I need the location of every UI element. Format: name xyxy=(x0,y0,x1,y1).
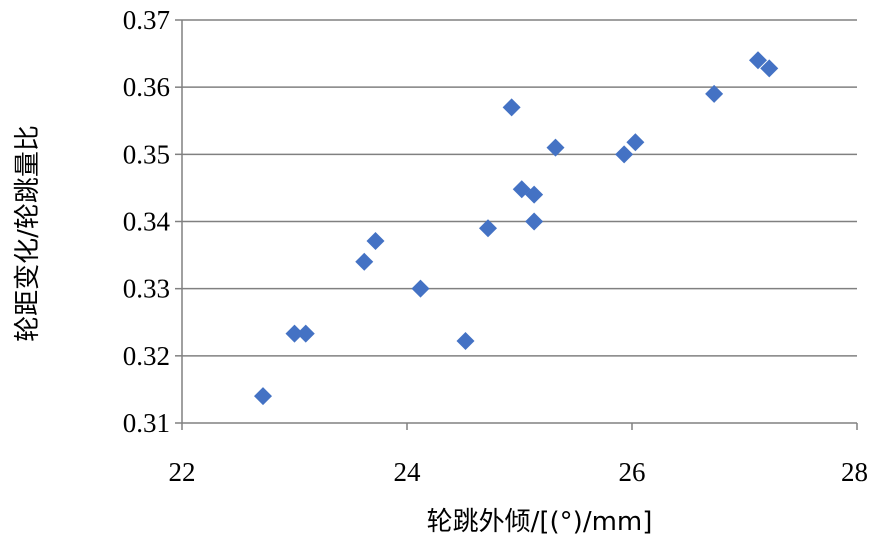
y-tick-label: 0.34 xyxy=(123,207,171,237)
y-tick-label: 0.36 xyxy=(123,72,170,102)
y-tick-label: 0.33 xyxy=(123,274,170,304)
data-point xyxy=(760,59,779,78)
data-point xyxy=(366,231,385,250)
y-tick-label: 0.32 xyxy=(123,341,170,371)
data-point xyxy=(749,51,767,70)
data-point xyxy=(615,145,634,164)
x-tick-label: 26 xyxy=(619,457,646,487)
axes xyxy=(175,19,858,430)
x-tick-label: 28 xyxy=(841,457,868,487)
data-points xyxy=(254,51,779,406)
data-point xyxy=(254,387,272,406)
data-point xyxy=(626,133,645,152)
data-point xyxy=(705,84,724,103)
data-point xyxy=(479,219,497,238)
y-tick-label: 0.35 xyxy=(123,139,170,169)
data-point xyxy=(296,324,315,343)
data-point xyxy=(525,185,544,204)
data-point xyxy=(502,98,521,117)
data-point xyxy=(285,324,304,343)
x-axis-title: 轮跳外倾/[(°)/mm] xyxy=(427,507,653,537)
data-point xyxy=(355,252,374,271)
y-tick-label: 0.31 xyxy=(123,408,170,438)
tick-labels: 0.31 0.32 0.33 0.34 0.35 0.36 0.37 22 24 26 28 xyxy=(123,5,868,487)
x-tick-label: 22 xyxy=(169,457,196,487)
data-point xyxy=(411,279,430,298)
x-tick-label: 24 xyxy=(394,457,422,487)
y-axis-title: 轮距变化/轮跳量比 xyxy=(13,125,43,342)
y-tick-label: 0.37 xyxy=(123,5,170,35)
data-point xyxy=(456,332,475,351)
gridlines xyxy=(182,19,857,357)
data-point xyxy=(546,138,565,157)
data-point xyxy=(525,212,544,231)
